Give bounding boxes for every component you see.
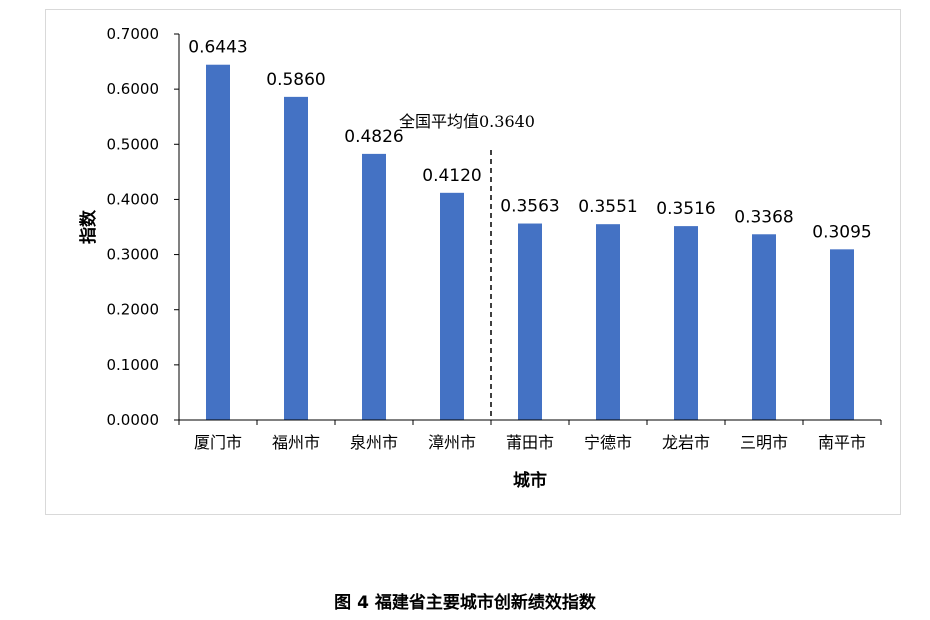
bar	[752, 234, 776, 420]
bar-value-label: 0.6443	[188, 38, 247, 58]
bar-value-label: 0.4120	[422, 166, 481, 186]
x-tick-label: 南平市	[818, 433, 866, 452]
bar	[362, 153, 386, 421]
national-average-label: 全国平均值0.3640	[399, 112, 535, 131]
x-axis-ticks: 厦门市 福州市 泉州市 漳州市 莆田市 宁德市 龙岩市 三明市 南平市	[178, 420, 882, 452]
x-axis-title: 城市	[513, 470, 547, 491]
x-tick-label: 泉州市	[350, 433, 398, 452]
y-tick-label: 0.3000	[107, 246, 160, 264]
x-tick-label: 三明市	[740, 433, 788, 452]
bar	[206, 64, 230, 420]
x-tick-label: 莆田市	[506, 433, 554, 452]
bar-chart: 0.0000 0.1000 0.2000 0.3000 0.4000 0.5000 0.60…	[78, 25, 882, 491]
bar	[518, 223, 542, 420]
y-tick-label: 0.7000	[107, 25, 160, 43]
x-tick-label: 龙岩市	[662, 433, 710, 452]
bars: 0.6443 0.5860 0.4826 0.4120 0.3563 0.3551 0.35…	[188, 38, 872, 421]
bar-value-label: 0.5860	[266, 70, 325, 90]
bar	[440, 192, 464, 420]
y-tick-label: 0.4000	[107, 190, 160, 208]
bar	[284, 96, 308, 420]
bar-value-label: 0.3368	[734, 207, 793, 227]
x-tick-label: 漳州市	[428, 433, 476, 452]
y-tick-label: 0.2000	[107, 301, 160, 319]
y-tick-label: 0.6000	[107, 80, 160, 98]
figure-caption: 图 4 福建省主要城市创新绩效指数	[334, 593, 596, 613]
bar-value-label: 0.4826	[344, 127, 403, 147]
bar-value-label: 0.3516	[656, 199, 715, 219]
x-tick-label: 宁德市	[584, 433, 632, 452]
y-axis-title: 指数	[78, 209, 99, 244]
y-axis-ticks: 0.0000 0.1000 0.2000 0.3000 0.4000 0.5000 0.60…	[107, 25, 179, 429]
bar-value-label: 0.3551	[578, 197, 637, 217]
chart-frame: 0.0000 0.1000 0.2000 0.3000 0.4000 0.5000 0.60…	[45, 9, 901, 515]
bar	[674, 226, 698, 420]
x-tick-label: 福州市	[272, 433, 320, 452]
x-tick-label: 厦门市	[194, 433, 242, 452]
bar	[596, 224, 620, 420]
bar-value-label: 0.3095	[812, 222, 871, 242]
y-tick-label: 0.0000	[107, 411, 160, 429]
bar-value-label: 0.3563	[500, 197, 559, 217]
bar	[830, 249, 854, 420]
y-tick-label: 0.5000	[107, 135, 160, 153]
y-tick-label: 0.1000	[107, 356, 160, 374]
